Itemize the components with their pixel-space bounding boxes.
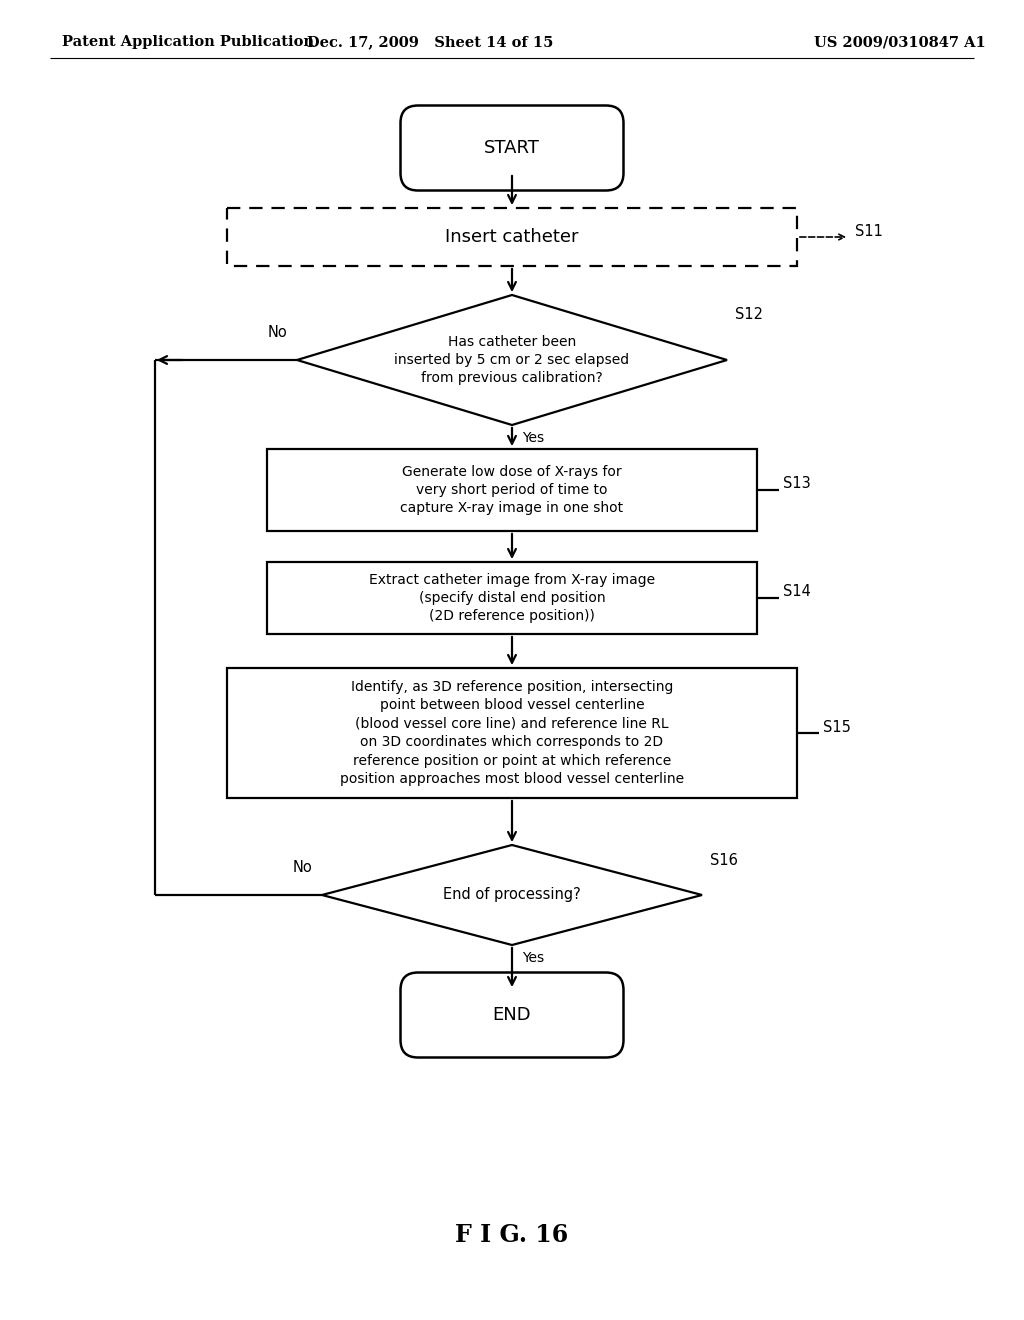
Text: Extract catheter image from X-ray image
(specify distal end position
(2D referen: Extract catheter image from X-ray image … <box>369 573 655 623</box>
Text: Yes: Yes <box>522 950 544 965</box>
Text: S15: S15 <box>823 719 851 734</box>
Text: Yes: Yes <box>522 432 544 445</box>
FancyBboxPatch shape <box>400 106 624 190</box>
Text: S16: S16 <box>710 853 738 869</box>
Polygon shape <box>322 845 702 945</box>
Polygon shape <box>297 294 727 425</box>
Bar <box>267 449 757 531</box>
Text: S12: S12 <box>735 308 763 322</box>
Bar <box>267 562 757 634</box>
Text: End of processing?: End of processing? <box>443 887 581 903</box>
Bar <box>227 668 797 799</box>
FancyBboxPatch shape <box>400 973 624 1057</box>
Text: No: No <box>267 325 287 341</box>
Text: S11: S11 <box>855 223 883 239</box>
Text: F I G. 16: F I G. 16 <box>456 1224 568 1247</box>
Text: START: START <box>484 139 540 157</box>
Text: Generate low dose of X-rays for
very short period of time to
capture X-ray image: Generate low dose of X-rays for very sho… <box>400 465 624 515</box>
Text: S14: S14 <box>783 585 811 599</box>
Text: S13: S13 <box>783 477 811 491</box>
Text: Insert catheter: Insert catheter <box>445 228 579 246</box>
Text: Patent Application Publication: Patent Application Publication <box>62 36 314 49</box>
Text: No: No <box>292 861 312 875</box>
Text: Identify, as 3D reference position, intersecting
point between blood vessel cent: Identify, as 3D reference position, inte… <box>340 680 684 785</box>
Text: Dec. 17, 2009   Sheet 14 of 15: Dec. 17, 2009 Sheet 14 of 15 <box>307 36 553 49</box>
Text: END: END <box>493 1006 531 1024</box>
Text: US 2009/0310847 A1: US 2009/0310847 A1 <box>814 36 986 49</box>
Bar <box>227 209 797 267</box>
Text: Has catheter been
inserted by 5 cm or 2 sec elapsed
from previous calibration?: Has catheter been inserted by 5 cm or 2 … <box>394 334 630 385</box>
